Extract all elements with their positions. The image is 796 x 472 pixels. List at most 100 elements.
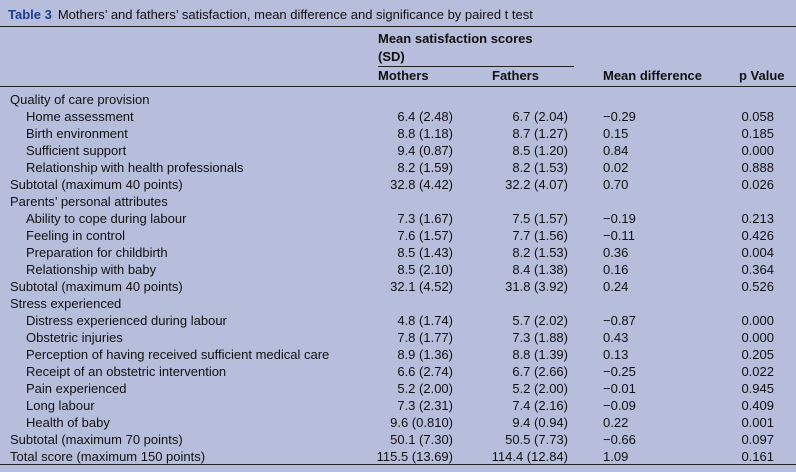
cell-mean-difference: 0.22: [603, 415, 629, 430]
cell-mean-difference: 0.02: [603, 160, 629, 175]
cell-mean-difference: −0.29: [603, 109, 636, 124]
row-label: Stress experienced: [10, 296, 122, 311]
cell-mean-difference: −0.66: [603, 432, 636, 447]
row-label: Feeling in control: [26, 228, 125, 243]
cell-p-value: 0.097: [741, 432, 774, 447]
header-group: Mean satisfaction scores: [378, 31, 533, 46]
cell-mothers: 9.6 (0.810): [390, 415, 453, 430]
cell-fathers: 5.7 (2.02): [512, 313, 568, 328]
table-section-row: Subtotal (maximum 40 points) 32.1 (4.52) 3…: [0, 278, 796, 295]
cell-mean-difference: −0.11: [603, 228, 635, 243]
table-section-row: Subtotal (maximum 70 points) 50.1 (7.30) 5…: [0, 431, 796, 448]
cell-p-value: 0.026: [741, 177, 774, 192]
header-rule: [0, 86, 796, 87]
table-row: Preparation for childbirth 8.5 (1.43) 8.2 …: [0, 244, 796, 261]
table-row: Receipt of an obstetric intervention 6.6 …: [0, 363, 796, 380]
cell-fathers: 9.4 (0.94): [512, 415, 568, 430]
cell-fathers: 8.4 (1.38): [512, 262, 568, 277]
cell-mothers: 8.5 (2.10): [397, 262, 453, 277]
cell-mean-difference: −0.09: [603, 398, 636, 413]
cell-mean-difference: −0.01: [603, 381, 636, 396]
cell-mothers: 5.2 (2.00): [397, 381, 453, 396]
cell-mothers: 7.8 (1.77): [397, 330, 453, 345]
cell-mothers: 6.6 (2.74): [397, 364, 453, 379]
top-rule: [0, 26, 796, 27]
row-label: Long labour: [26, 398, 95, 413]
table-row: Relationship with baby 8.5 (2.10) 8.4 (1.3…: [0, 261, 796, 278]
row-label: Parents’ personal attributes: [10, 194, 168, 209]
cell-mothers: 8.9 (1.36): [397, 347, 453, 362]
cell-mothers: 7.3 (2.31): [397, 398, 453, 413]
row-label: Pain experienced: [26, 381, 127, 396]
cell-mothers: 32.8 (4.42): [390, 177, 453, 192]
cell-fathers: 8.7 (1.27): [512, 126, 568, 141]
cell-fathers: 8.2 (1.53): [512, 160, 568, 175]
cell-mean-difference: 0.16: [603, 262, 629, 277]
cell-mothers: 8.2 (1.59): [397, 160, 453, 175]
cell-p-value: 0.004: [741, 245, 774, 260]
group-rule: [378, 66, 574, 67]
row-label: Ability to cope during labour: [26, 211, 187, 226]
cell-mean-difference: 0.13: [603, 347, 629, 362]
cell-fathers: 5.2 (2.00): [512, 381, 568, 396]
cell-p-value: 0.426: [741, 228, 774, 243]
cell-mothers: 50.1 (7.30): [390, 432, 453, 447]
table-caption: Mothers’ and fathers’ satisfaction, mean…: [57, 7, 533, 22]
row-label: Relationship with baby: [26, 262, 157, 277]
table-section-row: Parents’ personal attributes: [0, 193, 796, 210]
row-label: Total score (maximum 150 points): [10, 449, 206, 464]
cell-mothers: 115.5 (13.69): [376, 449, 453, 464]
cell-mean-difference: 0.84: [603, 143, 629, 158]
header-p-value: p Value: [739, 68, 785, 83]
cell-mean-difference: 1.09: [603, 449, 629, 464]
table-row: Birth environment 8.8 (1.18) 8.7 (1.27) 0.1…: [0, 125, 796, 142]
table-row: Home assessment 6.4 (2.48) 6.7 (2.04) −0.29…: [0, 108, 796, 125]
cell-fathers: 114.4 (12.84): [491, 449, 568, 464]
cell-mean-difference: 0.36: [603, 245, 629, 260]
row-label: Receipt of an obstetric intervention: [26, 364, 227, 379]
bottom-rule: [0, 464, 796, 465]
cell-p-value: 0.022: [741, 364, 774, 379]
row-label: Preparation for childbirth: [26, 245, 168, 260]
cell-p-value: 0.058: [741, 109, 774, 124]
table-row: Pain experienced 5.2 (2.00) 5.2 (2.00) −0.0…: [0, 380, 796, 397]
cell-p-value: 0.213: [741, 211, 774, 226]
cell-p-value: 0.000: [741, 313, 774, 328]
table-row: Perception of having received sufficient…: [0, 346, 796, 363]
cell-p-value: 0.000: [741, 143, 774, 158]
cell-mothers: 7.3 (1.67): [397, 211, 453, 226]
table-title: Table 3 Mothers’ and fathers’ satisfactio…: [0, 4, 796, 26]
table-row: Obstetric injuries 7.8 (1.77) 7.3 (1.88) 0.…: [0, 329, 796, 346]
table-row: Relationship with health professionals 8.…: [0, 159, 796, 176]
table-row: Ability to cope during labour 7.3 (1.67) 7…: [0, 210, 796, 227]
cell-p-value: 0.185: [741, 126, 774, 141]
table-row: Feeling in control 7.6 (1.57) 7.7 (1.56) −0…: [0, 227, 796, 244]
row-label: Subtotal (maximum 40 points): [10, 279, 183, 294]
row-label: Perception of having received sufficient…: [26, 347, 330, 362]
header-group-sub: (SD): [378, 49, 405, 64]
cell-p-value: 0.364: [741, 262, 774, 277]
table-row: Sufficient support 9.4 (0.87) 8.5 (1.20) 0.…: [0, 142, 796, 159]
cell-mothers: 8.8 (1.18): [397, 126, 453, 141]
table-section-row: Quality of care provision: [0, 91, 796, 108]
cell-fathers: 8.5 (1.20): [512, 143, 568, 158]
row-label: Obstetric injuries: [26, 330, 123, 345]
cell-p-value: 0.945: [741, 381, 774, 396]
cell-fathers: 8.8 (1.39): [512, 347, 568, 362]
table-label: Table 3: [8, 7, 52, 22]
table-section-row: Total score (maximum 150 points) 115.5 (1…: [0, 448, 796, 465]
cell-mothers: 9.4 (0.87): [397, 143, 453, 158]
cell-p-value: 0.161: [741, 449, 774, 464]
cell-mothers: 8.5 (1.43): [397, 245, 453, 260]
cell-fathers: 31.8 (3.92): [505, 279, 568, 294]
table-row: Health of baby 9.6 (0.810) 9.4 (0.94) 0.22 0…: [0, 414, 796, 431]
cell-mean-difference: 0.24: [603, 279, 629, 294]
header-fathers: Fathers: [492, 68, 539, 83]
table-row: Distress experienced during labour 4.8 (1…: [0, 312, 796, 329]
header-mean-difference: Mean difference: [603, 68, 702, 83]
row-label: Sufficient support: [26, 143, 127, 158]
cell-fathers: 8.2 (1.53): [512, 245, 568, 260]
row-label: Subtotal (maximum 40 points): [10, 177, 183, 192]
cell-fathers: 7.7 (1.56): [512, 228, 568, 243]
cell-mothers: 4.8 (1.74): [397, 313, 453, 328]
